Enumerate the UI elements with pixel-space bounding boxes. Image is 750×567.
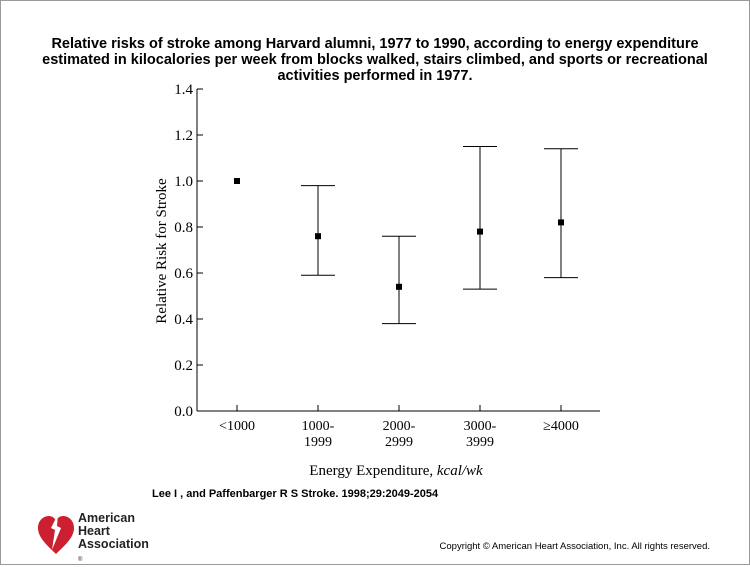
x-axis-label-unit: kcal/wk [437, 463, 483, 479]
title-line-3: activities performed in 1977. [277, 68, 473, 84]
logo-line-1: American [78, 511, 135, 525]
logo-line-3: Association ® [78, 537, 149, 564]
x-tick-label: 2000- [383, 419, 416, 434]
title-line-1: Relative risks of stroke among Harvard a… [51, 36, 699, 52]
x-tick-label: 1000- [302, 419, 335, 434]
data-point [396, 283, 402, 290]
data-point [558, 219, 564, 226]
chart-title: Relative risks of stroke among Harvard a… [20, 36, 730, 84]
y-tick-label: 1.2 [174, 128, 193, 144]
registered-mark: ® [78, 557, 83, 563]
y-tick-label: 0.6 [174, 266, 193, 282]
x-tick-label: ≥4000 [543, 419, 579, 434]
x-tick-label: 3999 [466, 435, 494, 450]
citation: Lee I , and Paffenbarger R S Stroke. 199… [152, 488, 439, 500]
x-tick-label: <1000 [219, 419, 255, 434]
x-tick-label: 1999 [304, 435, 332, 450]
x-axis-label-text: Energy Expenditure, [309, 463, 437, 479]
data-point [234, 178, 240, 184]
x-tick-label: 2999 [385, 435, 413, 450]
y-tick-label: 1.4 [174, 82, 193, 98]
y-axis-label: Relative Risk for Stroke [154, 178, 170, 324]
y-tick-label: 0.0 [174, 404, 193, 420]
heart-torch-icon [38, 514, 74, 554]
logo-text: American Heart Association ® [78, 512, 149, 567]
y-tick-label: 0.8 [174, 220, 193, 236]
logo-line-2: Heart [78, 524, 110, 538]
title-line-2: estimated in kilocalories per week from … [42, 52, 708, 68]
aha-logo: American Heart Association ® [36, 510, 166, 563]
y-tick-label: 0.2 [174, 358, 193, 374]
y-tick-label: 0.4 [174, 312, 193, 328]
copyright-notice: Copyright © American Heart Association, … [439, 541, 710, 552]
data-point [315, 233, 321, 240]
y-tick-label: 1.0 [174, 174, 193, 190]
x-tick-label: 3000- [464, 419, 497, 434]
x-axis-label: Energy Expenditure, kcal/wk [309, 463, 483, 479]
data-point [477, 228, 483, 235]
